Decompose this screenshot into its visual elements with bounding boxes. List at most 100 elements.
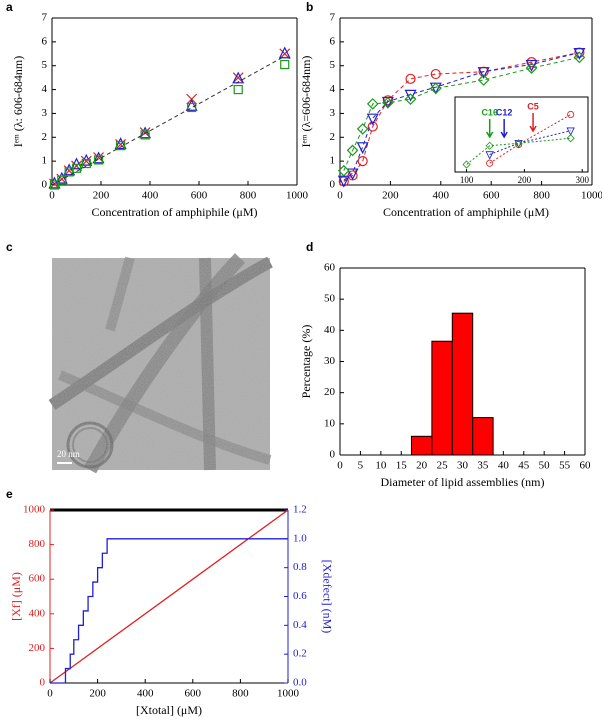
- x-axis-label: [Xtotal] (μM): [136, 703, 202, 717]
- panel-label: e: [6, 487, 13, 501]
- x-tick-label: 5: [358, 460, 364, 472]
- marker: [566, 127, 575, 136]
- marker: [278, 46, 291, 59]
- marker: [514, 139, 523, 148]
- y-tick-label: 5: [330, 59, 336, 71]
- inset-x-tick-label: 100: [460, 175, 474, 185]
- x-tick-label: 45: [518, 460, 530, 472]
- marker: [404, 89, 417, 102]
- y-tick-label: 200: [29, 642, 46, 654]
- y-axis-label: Iᵉᵐ (λ=606-684nm): [299, 56, 313, 148]
- marker: [71, 163, 82, 173]
- x-tick-label: 800: [240, 190, 257, 202]
- marker: [232, 71, 245, 84]
- y-tick-label: 60: [324, 262, 336, 274]
- marker: [139, 127, 151, 138]
- marker: [367, 121, 378, 132]
- inset-x-tick-label: 300: [575, 175, 589, 185]
- marker: [405, 73, 416, 84]
- x-tick-label: 200: [93, 190, 110, 202]
- y-tick-label: 600: [29, 573, 46, 585]
- x-tick-label: 800: [232, 688, 249, 700]
- inset-frame: [454, 96, 589, 173]
- x-tick-label: 200: [89, 688, 106, 700]
- y-tick-label: 0: [40, 677, 46, 689]
- x-axis-label: Diameter of lipid assemblies (nm): [381, 475, 545, 489]
- annotation-label: C5: [527, 101, 539, 111]
- y2-tick-label: 1.2: [293, 504, 307, 516]
- marker: [93, 155, 104, 165]
- marker: [485, 141, 494, 150]
- y2-tick-label: 1.0: [293, 532, 307, 544]
- inset-x-tick-label: 200: [518, 175, 532, 185]
- marker: [232, 72, 244, 84]
- y-tick-label: 400: [29, 607, 46, 619]
- y2-tick-label: 0.4: [293, 619, 307, 631]
- y-tick-label: 50: [324, 293, 336, 305]
- marker: [346, 168, 359, 181]
- marker: [566, 134, 575, 143]
- x-tick-label: 25: [437, 460, 449, 472]
- marker: [514, 140, 523, 149]
- marker: [80, 153, 93, 166]
- y-tick-label: 30: [324, 355, 336, 367]
- marker: [57, 175, 67, 185]
- y-tick-label: 5: [42, 59, 48, 71]
- x-tick-label: 800: [533, 190, 550, 202]
- y-tick-label: 4: [42, 83, 48, 95]
- y2-axis-label: [Xdefect] (nM): [320, 560, 334, 634]
- y-tick-label: 7: [330, 12, 336, 24]
- marker: [486, 159, 494, 167]
- x-tick-label: 1000: [277, 688, 300, 700]
- x-tick-label: 35: [477, 460, 489, 472]
- x-tick-label: 1000: [286, 190, 309, 202]
- marker: [356, 123, 369, 135]
- x-tick-label: 20: [416, 460, 428, 472]
- bar: [410, 435, 433, 456]
- marker: [382, 95, 393, 106]
- panel-label: c: [6, 240, 13, 254]
- marker: [346, 144, 359, 157]
- marker: [49, 180, 60, 190]
- marker: [63, 163, 76, 176]
- data-line: [49, 509, 289, 684]
- y-tick-label: 3: [330, 107, 336, 119]
- x-tick-label: 0: [47, 688, 53, 700]
- x-tick-label: 400: [433, 190, 450, 202]
- marker: [430, 68, 441, 80]
- y-axis-label: [Xf] (μM): [9, 572, 23, 621]
- data-line: [51, 55, 285, 186]
- y2-tick-label: 0.2: [293, 648, 307, 660]
- x-tick-label: 55: [559, 460, 571, 472]
- annotation-label: C16: [481, 107, 498, 117]
- bar: [472, 417, 494, 456]
- marker: [485, 151, 494, 160]
- y-axis-label: Iᵉᵐ (λ: 606-684nm): [11, 56, 25, 147]
- x-tick-label: 15: [396, 460, 408, 472]
- marker: [185, 98, 198, 111]
- y-tick-label: 7: [42, 12, 48, 24]
- marker: [567, 110, 575, 119]
- marker: [477, 74, 490, 86]
- marker: [139, 126, 152, 139]
- marker: [357, 156, 368, 167]
- y-tick-label: 1000: [23, 504, 46, 516]
- marker: [279, 48, 291, 60]
- marker: [382, 96, 394, 109]
- marker: [525, 62, 538, 74]
- x-tick-label: 600: [483, 190, 500, 202]
- x-tick-label: 40: [498, 460, 510, 472]
- marker: [356, 142, 369, 155]
- x-tick-label: 0: [337, 190, 343, 202]
- annotation-label: C12: [496, 107, 513, 117]
- marker: [280, 59, 290, 70]
- marker: [337, 164, 350, 177]
- y-tick-label: 2: [330, 131, 336, 143]
- y-tick-label: 0: [42, 179, 48, 191]
- marker: [233, 84, 243, 95]
- y-tick-label: 0: [330, 179, 336, 191]
- y-tick-label: 4: [330, 83, 336, 95]
- marker: [366, 98, 379, 110]
- micrograph: [48, 253, 273, 474]
- x-tick-label: 1000: [581, 190, 602, 202]
